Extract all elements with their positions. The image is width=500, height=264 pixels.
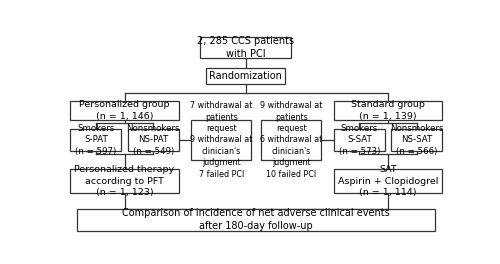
FancyBboxPatch shape bbox=[200, 37, 291, 58]
FancyBboxPatch shape bbox=[334, 129, 385, 150]
Text: Nonsmokers
NS-SAT
(n = 566): Nonsmokers NS-SAT (n = 566) bbox=[390, 124, 444, 156]
Text: 2, 285 CCS patients
with PCI: 2, 285 CCS patients with PCI bbox=[197, 36, 294, 59]
Text: Personalized therapy
according to PFT
(n = 1, 123): Personalized therapy according to PFT (n… bbox=[74, 165, 174, 197]
Text: SAT
Aspirin + Clopidogrel
(n = 1, 114): SAT Aspirin + Clopidogrel (n = 1, 114) bbox=[338, 165, 438, 197]
Text: Smokers
S-SAT
(n = 573): Smokers S-SAT (n = 573) bbox=[338, 124, 380, 156]
Text: 9 withdrawal at
patients
request
6 withdrawal at
clinician's
judgment
10 failed : 9 withdrawal at patients request 6 withd… bbox=[260, 101, 322, 179]
FancyBboxPatch shape bbox=[70, 169, 179, 193]
FancyBboxPatch shape bbox=[262, 120, 322, 160]
FancyBboxPatch shape bbox=[128, 129, 179, 150]
Text: Randomization: Randomization bbox=[209, 71, 282, 81]
FancyBboxPatch shape bbox=[70, 101, 179, 120]
Text: Nonsmokers
NS-PAT
(n = 549): Nonsmokers NS-PAT (n = 549) bbox=[126, 124, 180, 156]
FancyBboxPatch shape bbox=[334, 101, 442, 120]
FancyBboxPatch shape bbox=[77, 209, 436, 231]
Text: Standard group
(n = 1, 139): Standard group (n = 1, 139) bbox=[351, 100, 425, 121]
FancyBboxPatch shape bbox=[206, 68, 286, 83]
FancyBboxPatch shape bbox=[334, 169, 442, 193]
FancyBboxPatch shape bbox=[70, 129, 122, 150]
FancyBboxPatch shape bbox=[191, 120, 251, 160]
Text: Comparison of incidence of net adverse clinical events
after 180-day follow-up: Comparison of incidence of net adverse c… bbox=[122, 208, 390, 231]
Text: Personalized group
(n = 1, 146): Personalized group (n = 1, 146) bbox=[79, 100, 170, 121]
FancyBboxPatch shape bbox=[391, 129, 442, 150]
Text: Smokers
S-PAT
(n = 597): Smokers S-PAT (n = 597) bbox=[75, 124, 116, 156]
Text: 7 withdrawal at
patients
request
9 withdrawal at
clinician's
judgment
7 failed P: 7 withdrawal at patients request 9 withd… bbox=[190, 101, 252, 179]
